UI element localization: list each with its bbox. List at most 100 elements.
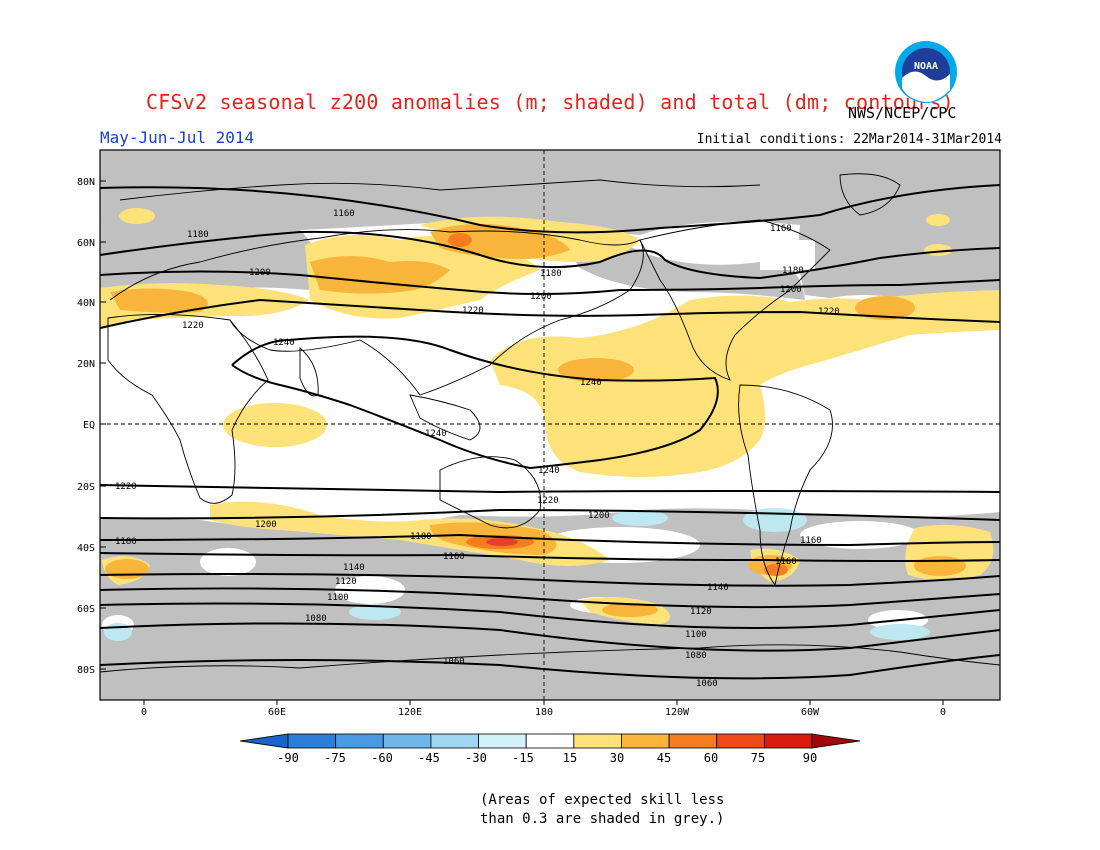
- colorbar-label: -30: [465, 751, 487, 765]
- contour-label: 1080: [305, 614, 327, 624]
- colorbar-segment: [763, 733, 813, 749]
- colorbar-segment: [382, 733, 432, 749]
- contour-1140-s: [100, 573, 1000, 587]
- contour-label: 1200: [249, 268, 271, 278]
- contour-1220-n: [100, 298, 1000, 329]
- map-plot-area: 1160 1180 1200 1220 1240 1240 1240 1240 …: [100, 150, 1000, 700]
- colorbar-label: 45: [657, 751, 671, 765]
- noaa-logo: NOAA: [895, 41, 957, 103]
- contour-label: 1220: [537, 496, 559, 506]
- colorbar-segment: [621, 733, 670, 749]
- colorbar-high-triangle: [811, 733, 861, 749]
- colorbar-segment: [478, 733, 527, 749]
- contour-1120-s: [100, 587, 1000, 609]
- organization-label: NWS/NCEP/CPC: [848, 104, 957, 122]
- lon-label: 120E: [398, 707, 422, 718]
- contour-label: 1060: [696, 679, 718, 689]
- season-label: May-Jun-Jul 2014: [100, 128, 255, 147]
- contour-label: 1220: [818, 307, 840, 317]
- contour-1060-s: [100, 654, 1000, 680]
- noaa-logo-text: NOAA: [914, 61, 938, 72]
- contour-label: 1160: [800, 536, 822, 546]
- lat-label: 60N: [77, 238, 95, 249]
- contour-1100-s: [100, 602, 1000, 630]
- contour-1200-n: [100, 270, 1000, 295]
- contour-1160-n: [100, 184, 1000, 234]
- contour-1180-n: [100, 230, 1000, 280]
- colorbar-label: -60: [371, 751, 393, 765]
- colorbar-label: 60: [704, 751, 718, 765]
- contour-label: 1180: [782, 266, 804, 276]
- colorbar-label: 75: [751, 751, 765, 765]
- contour-label: 1240: [538, 466, 560, 476]
- contour-label: 1140: [707, 583, 729, 593]
- colorbar-segment: [668, 733, 718, 749]
- colorbar-label: 15: [563, 751, 577, 765]
- contour-label: 1160: [333, 209, 355, 219]
- contour-label: 1180: [115, 537, 137, 547]
- contour-label: 1140: [343, 563, 365, 573]
- grey-area-north-atlantic: [798, 218, 1000, 303]
- colorbar-label: 30: [610, 751, 624, 765]
- lon-label: 60W: [801, 707, 820, 718]
- contour-label: 1180: [187, 230, 209, 240]
- colorbar-segments: [239, 733, 861, 749]
- contour-label: 1160: [770, 224, 792, 234]
- lon-label: 60E: [268, 707, 286, 718]
- contour-label: 1080: [685, 651, 707, 661]
- contour-1080-s: [100, 622, 1000, 652]
- colorbar-label: -45: [418, 751, 440, 765]
- contour-1220-s: [100, 484, 1000, 494]
- contour-1240-loop: [231, 335, 719, 470]
- contour-label: 1220: [115, 482, 137, 492]
- contour-label: 1200: [588, 511, 610, 521]
- z200-map: 1160 1180 1200 1220 1240 1240 1240 1240 …: [77, 149, 1001, 718]
- contour-label: 1200: [780, 285, 802, 295]
- colorbar-segment: [573, 733, 622, 749]
- contour-label: 1100: [327, 593, 349, 603]
- lat-label: EQ: [83, 420, 95, 431]
- lat-label: 80S: [77, 665, 95, 676]
- colorbar: -90 -75 -60 -45 -30 -15 15 30 45 60 75 9…: [239, 733, 861, 765]
- lat-label: 60S: [77, 604, 95, 615]
- contour-label: 1060: [443, 657, 465, 667]
- lat-label: 20S: [77, 482, 95, 493]
- contour-labels: 1160 1180 1200 1220 1240 1240 1240 1240 …: [115, 209, 840, 689]
- contour-label: 1200: [530, 292, 552, 302]
- lat-label: 40S: [77, 543, 95, 554]
- colorbar-segment: [430, 733, 479, 749]
- colorbar-segment: [287, 733, 337, 749]
- colorbar-segment: [525, 733, 575, 749]
- skill-note-line2: than 0.3 are shaded in grey.): [480, 811, 725, 827]
- contour-1160-s: [100, 552, 1000, 562]
- contour-1200-s: [100, 508, 1000, 521]
- colorbar-label: 90: [803, 751, 817, 765]
- colorbar-segment: [716, 733, 765, 749]
- lon-label: 120W: [665, 707, 690, 718]
- contour-label: 1220: [182, 321, 204, 331]
- contour-label: 1180: [410, 532, 432, 542]
- contour-label: 1160: [775, 557, 797, 567]
- lat-label: 80N: [77, 177, 95, 188]
- lat-ticks: [100, 180, 106, 670]
- contour-label: 1120: [335, 577, 357, 587]
- colorbar-label: -75: [324, 751, 346, 765]
- contour-label: 1100: [685, 630, 707, 640]
- contour-1180-s: [100, 533, 1000, 547]
- lon-label: 0: [940, 707, 946, 718]
- colorbar-low-triangle: [239, 733, 289, 749]
- contour-label: 1220: [462, 306, 484, 316]
- grey-area-north-mid: [100, 220, 318, 292]
- map-frame: [99, 149, 1001, 701]
- lon-ticks: [143, 700, 944, 705]
- contour-label: 1200: [255, 520, 277, 530]
- contour-label: 1240: [273, 338, 295, 348]
- coastlines: [100, 173, 1000, 673]
- contour-label: 1240: [425, 429, 447, 439]
- lat-labels: 80N 60N 40N 20N EQ 20S 40S 60S 80S: [77, 177, 95, 676]
- colorbar-label: -15: [512, 751, 534, 765]
- skill-note-line1: (Areas of expected skill less: [480, 792, 725, 808]
- contour-label: 1240: [580, 378, 602, 388]
- lat-label: 40N: [77, 298, 95, 309]
- grey-area-north-arctic: [100, 150, 1000, 235]
